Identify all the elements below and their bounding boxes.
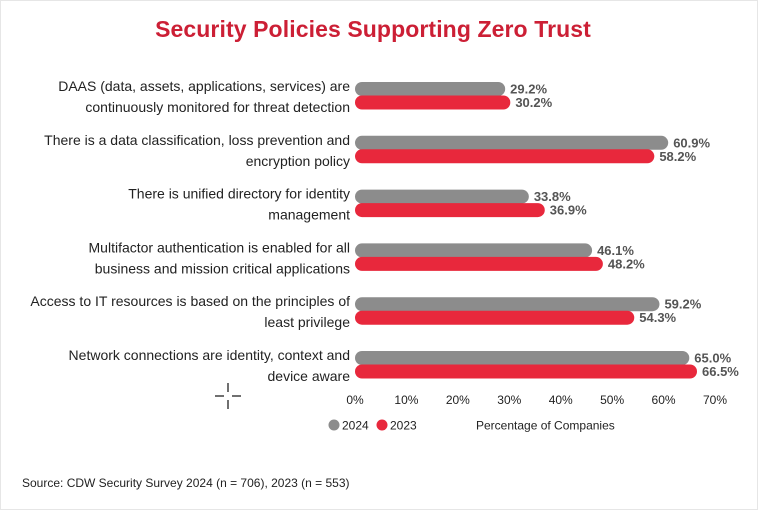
x-tick-label: 30% (497, 393, 521, 407)
category-label: management (268, 207, 350, 223)
data-label: 58.2% (659, 149, 696, 164)
category-label: continuously monitored for threat detect… (85, 99, 350, 115)
x-tick-label: 20% (446, 393, 470, 407)
data-label: 59.2% (664, 297, 701, 312)
legend-label: 2024 (342, 419, 369, 433)
category-label: There is unified directory for identity (128, 186, 350, 202)
category-label: encryption policy (246, 153, 350, 169)
data-label: 66.5% (702, 364, 739, 379)
data-label: 36.9% (550, 203, 587, 218)
x-tick-label: 50% (600, 393, 624, 407)
x-tick-label: 70% (703, 393, 727, 407)
x-axis-title: Percentage of Companies (476, 419, 615, 433)
chart-title: Security Policies Supporting Zero Trust (155, 16, 591, 42)
x-tick-label: 0% (346, 393, 364, 407)
x-tick-label: 60% (652, 393, 676, 407)
legend-marker-2023 (376, 419, 388, 431)
data-label: 60.9% (673, 135, 710, 150)
x-tick-label: 40% (549, 393, 573, 407)
data-label: 65.0% (694, 351, 731, 366)
data-label: 29.2% (510, 82, 547, 97)
data-label: 48.2% (608, 256, 645, 271)
category-label: Multifactor authentication is enabled fo… (89, 239, 350, 255)
category-label: There is a data classification, loss pre… (44, 132, 350, 148)
data-label: 54.3% (639, 310, 676, 325)
category-label: business and mission critical applicatio… (95, 260, 350, 276)
category-label: device aware (268, 368, 351, 384)
data-label: 46.1% (597, 243, 634, 258)
bar-chart: DAAS (data, assets, applications, servic… (30, 78, 739, 433)
data-label: 30.2% (515, 95, 552, 110)
category-label: Access to IT resources is based on the p… (30, 293, 350, 309)
category-label: least privilege (264, 314, 350, 330)
legend-label: 2023 (390, 419, 417, 433)
source-note: Source: CDW Security Survey 2024 (n = 70… (22, 476, 350, 490)
legend-marker-2024 (328, 419, 340, 431)
crosshair-cursor-icon (215, 383, 241, 409)
category-label: DAAS (data, assets, applications, servic… (58, 78, 350, 94)
x-tick-label: 10% (394, 393, 418, 407)
category-label: Network connections are identity, contex… (69, 347, 350, 363)
data-label: 33.8% (534, 189, 571, 204)
